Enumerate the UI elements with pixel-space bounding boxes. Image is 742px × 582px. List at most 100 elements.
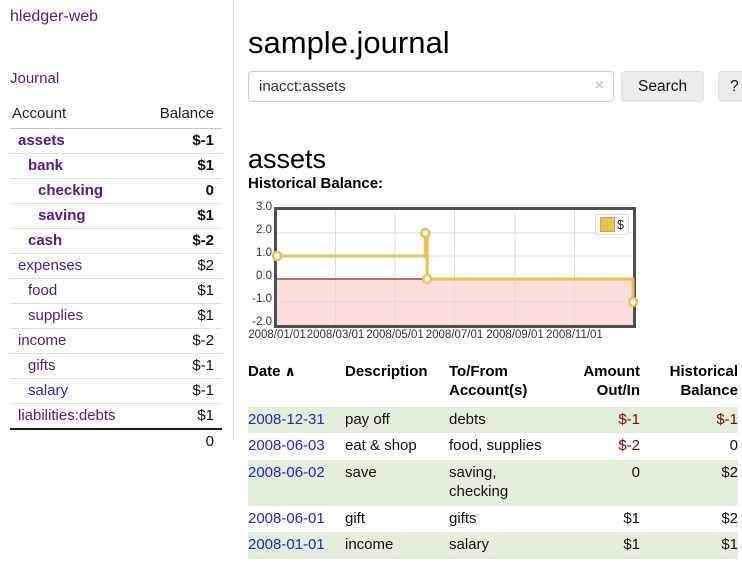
account-row: saving $1 bbox=[10, 203, 222, 229]
accounts-header-balance: Balance bbox=[141, 103, 222, 129]
transaction-amount-cell: $-1 bbox=[618, 410, 640, 428]
transaction-date-link[interactable]: 2008-01-01 bbox=[248, 536, 325, 554]
account-row: liabilities:debts $1 bbox=[10, 403, 222, 430]
account-page-title: assets bbox=[248, 144, 327, 175]
transaction-row: 2008-12-31 pay off debts $-1 $-1 bbox=[248, 406, 738, 434]
account-balance: $1 bbox=[141, 303, 222, 329]
search-form: × Search ? bbox=[248, 71, 742, 102]
transaction-balance-cell: $2 bbox=[721, 464, 738, 481]
transaction-date-link[interactable]: 2008-06-01 bbox=[248, 509, 325, 527]
transaction-amount-cell: $1 bbox=[623, 536, 640, 554]
x-axis-tick-label: 2008/11/01 bbox=[546, 329, 603, 341]
account-balance: $1 bbox=[141, 203, 222, 229]
chart-title: Historical Balance: bbox=[248, 175, 384, 192]
register-header-balance: Historical Balance bbox=[669, 363, 738, 399]
transaction-description-cell: income bbox=[345, 536, 394, 554]
account-balance: 0 bbox=[141, 178, 222, 204]
account-link-bank[interactable]: bank bbox=[28, 157, 64, 174]
transaction-balance-cell: $1 bbox=[721, 536, 738, 554]
transaction-amount-cell: $-2 bbox=[618, 437, 640, 455]
account-balance: $-1 bbox=[141, 378, 222, 404]
x-axis-tick-label: 2008/07/01 bbox=[425, 329, 484, 341]
historical-balance-chart: $ 3.0 2.0 1.0 0.0 -1.0 -2.0 2008/01/01 2008/03/… bbox=[245, 201, 695, 346]
x-axis-tick-label: 2008/09/01 bbox=[486, 329, 544, 341]
transaction-amount-cell: 0 bbox=[631, 464, 640, 481]
account-link-checking[interactable]: checking bbox=[38, 182, 104, 199]
x-axis-tick-label: 2008/03/01 bbox=[306, 329, 365, 341]
search-box: × bbox=[248, 71, 614, 102]
register-header-amount: Amount Out/In bbox=[583, 363, 640, 399]
transaction-row: 2008-06-03 eat & shop food, supplies $-2 0 bbox=[248, 433, 738, 460]
account-link-income[interactable]: income bbox=[18, 332, 67, 349]
account-balance: $-1 bbox=[141, 128, 222, 154]
data-point-marker bbox=[627, 296, 639, 308]
transaction-balance-cell: $2 bbox=[721, 509, 738, 527]
account-link-expenses[interactable]: expenses bbox=[18, 257, 83, 274]
transaction-accounts-cell: saving, checking bbox=[449, 464, 509, 500]
register-table: Date ∧ Description To/From Account(s) Amo… bbox=[248, 362, 738, 559]
transaction-date-link[interactable]: 2008-12-31 bbox=[248, 410, 325, 428]
y-axis-tick-label: 3.0 bbox=[256, 201, 272, 213]
account-link-supplies[interactable]: supplies bbox=[28, 307, 84, 324]
search-button[interactable]: Search bbox=[621, 71, 705, 102]
account-cell: income bbox=[10, 328, 142, 354]
account-cell: liabilities:debts bbox=[10, 403, 142, 430]
transaction-accounts-cell: food, supplies bbox=[449, 437, 542, 455]
account-cell: cash bbox=[10, 228, 142, 254]
accounts-header-account: Account bbox=[10, 103, 142, 129]
account-link-assets[interactable]: assets bbox=[18, 132, 65, 149]
y-axis-tick-label: 0.0 bbox=[256, 270, 272, 282]
account-link-liabilities-debts[interactable]: liabilities:debts bbox=[18, 407, 116, 424]
transaction-date-cell: 2008-06-02 bbox=[248, 460, 345, 506]
transaction-description-cell: gift bbox=[345, 509, 366, 527]
accounts-table: Account Balance assets $-1 bank $1 checking 0… bbox=[10, 103, 222, 454]
clear-search-icon[interactable]: × bbox=[594, 77, 604, 94]
transaction-row: 2008-06-01 gift gifts $1 $2 bbox=[248, 506, 738, 533]
account-row: income $-2 bbox=[10, 328, 222, 354]
register-header-date-label: Date bbox=[248, 363, 281, 380]
account-balance: $1 bbox=[141, 278, 222, 304]
brand-link[interactable]: hledger-web bbox=[10, 8, 99, 25]
accounts-total-value: 0 bbox=[141, 428, 222, 454]
sidebar-item-journal[interactable]: Journal bbox=[10, 70, 60, 87]
account-link-cash[interactable]: cash bbox=[28, 232, 63, 249]
account-row: food $1 bbox=[10, 278, 222, 304]
account-cell: gifts bbox=[10, 353, 142, 379]
page-title: sample.journal bbox=[248, 24, 450, 60]
transaction-accounts-cell: salary bbox=[449, 536, 490, 554]
account-link-salary[interactable]: salary bbox=[28, 382, 69, 399]
search-input[interactable] bbox=[248, 71, 614, 102]
account-cell: saving bbox=[10, 203, 142, 229]
transaction-date-link[interactable]: 2008-06-03 bbox=[248, 437, 325, 455]
transaction-description-cell: eat & shop bbox=[345, 437, 417, 455]
transaction-row: 2008-01-01 income salary $1 $1 bbox=[248, 532, 738, 559]
account-cell: bank bbox=[10, 153, 142, 179]
help-button[interactable]: ? bbox=[718, 71, 742, 102]
account-cell: salary bbox=[10, 378, 142, 404]
legend-swatch-icon bbox=[600, 217, 616, 232]
account-cell: expenses bbox=[10, 253, 142, 279]
transaction-date-link[interactable]: 2008-06-02 bbox=[248, 464, 325, 481]
sort-asc-icon: ∧ bbox=[284, 363, 296, 379]
account-balance: $-2 bbox=[141, 328, 222, 354]
register-table-body: 2008-12-31 pay off debts $-1 $-1 2008-06-03 ea… bbox=[248, 406, 738, 559]
account-row: gifts $-1 bbox=[10, 353, 222, 379]
legend-label: $ bbox=[617, 217, 624, 232]
account-balance: $1 bbox=[141, 153, 222, 179]
transaction-date-cell: 2008-01-01 bbox=[248, 532, 345, 559]
y-axis-tick-label: 2.0 bbox=[256, 224, 272, 236]
account-link-saving[interactable]: saving bbox=[38, 207, 86, 224]
account-link-food[interactable]: food bbox=[28, 282, 58, 299]
y-axis-tick-label: 1.0 bbox=[256, 247, 272, 259]
register-header-description: Description bbox=[345, 363, 428, 380]
register-header-date[interactable]: Date ∧ bbox=[248, 362, 345, 407]
transaction-accounts-cell: debts bbox=[449, 410, 486, 428]
account-link-gifts[interactable]: gifts bbox=[28, 357, 56, 374]
accounts-header-row: Account Balance bbox=[10, 103, 222, 129]
account-cell: checking bbox=[10, 178, 142, 204]
transaction-date-cell: 2008-12-31 bbox=[248, 407, 345, 434]
transaction-date-cell: 2008-06-03 bbox=[248, 433, 345, 460]
chart-canvas bbox=[271, 210, 639, 325]
transaction-balance-cell: $-1 bbox=[716, 410, 738, 428]
register-header-row: Date ∧ Description To/From Account(s) Amo… bbox=[248, 362, 738, 407]
